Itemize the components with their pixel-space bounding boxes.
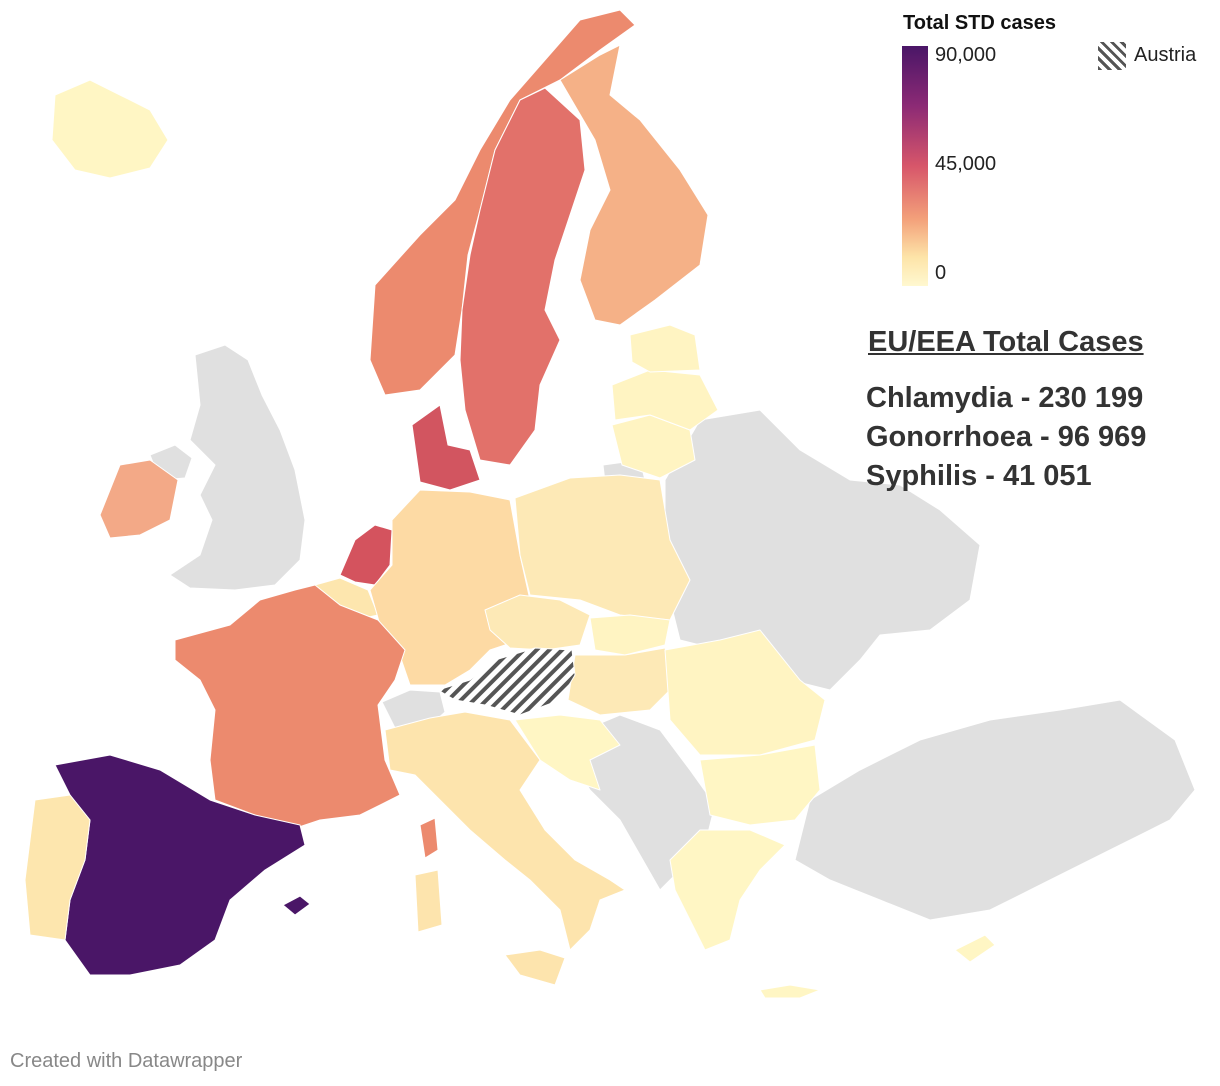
region-finland[interactable] [559, 44, 709, 326]
region-slovakia[interactable] [589, 614, 671, 656]
region-estonia[interactable] [629, 324, 701, 373]
region-balearics[interactable] [282, 895, 311, 916]
region-czechia[interactable] [484, 594, 591, 651]
totals-gonorrhoea: Gonorrhoea - 96 969 [866, 421, 1147, 453]
region-sicily[interactable] [504, 949, 566, 986]
region-france[interactable] [174, 584, 406, 831]
region-turkey[interactable] [794, 699, 1196, 921]
totals-chlamydia: Chlamydia - 230 199 [866, 382, 1144, 414]
region-greece[interactable] [669, 829, 786, 951]
region-iceland[interactable] [51, 79, 169, 179]
totals-panel: EU/EEA Total Cases Chlamydia - 230 199 G… [866, 326, 1146, 496]
region-italy[interactable] [384, 711, 626, 951]
legend-tick-min: 0 [935, 262, 947, 284]
totals-heading: EU/EEA Total Cases [868, 326, 1144, 358]
region-hungary[interactable] [567, 647, 681, 716]
region-slovenia-croatia[interactable] [514, 714, 621, 791]
region-poland[interactable] [514, 474, 691, 621]
region-corsica[interactable] [419, 817, 439, 859]
region-romania[interactable] [664, 629, 826, 756]
region-sardinia[interactable] [414, 869, 443, 933]
region-netherlands[interactable] [339, 524, 393, 586]
hatch-legend-swatch [1098, 42, 1126, 70]
legend-tick-max: 90,000 [935, 44, 997, 66]
credit-link[interactable]: Created with Datawrapper [10, 1050, 243, 1072]
region-great-britain[interactable] [169, 344, 306, 591]
region-austria[interactable] [437, 647, 576, 716]
hatch-legend-label: Austria [1134, 44, 1197, 66]
legend-color-scale [902, 46, 928, 286]
region-sweden[interactable] [459, 87, 586, 466]
region-norway[interactable] [369, 9, 636, 396]
legend-tick-mid: 45,000 [935, 153, 997, 175]
region-bulgaria[interactable] [699, 744, 821, 826]
region-cyprus[interactable] [954, 934, 996, 963]
region-germany[interactable] [369, 489, 531, 686]
region-portugal[interactable] [24, 794, 91, 941]
region-ireland[interactable] [99, 459, 179, 539]
region-denmark[interactable] [411, 404, 481, 491]
region-crete[interactable] [759, 984, 821, 999]
totals-syphilis: Syphilis - 41 051 [866, 460, 1092, 492]
legend-title: Total STD cases [903, 12, 1057, 34]
